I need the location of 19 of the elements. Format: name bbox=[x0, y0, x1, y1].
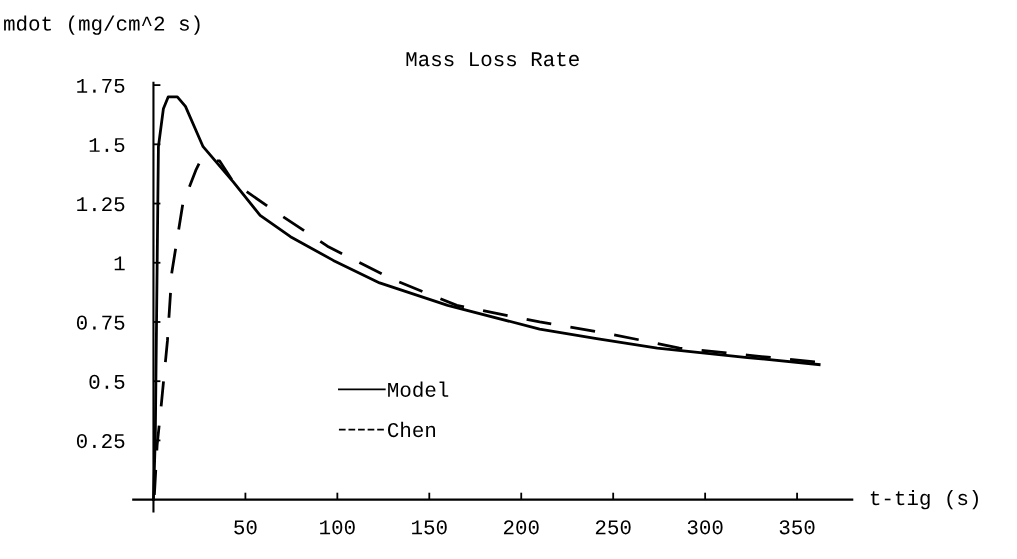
y-tick-label: 1.75 bbox=[77, 78, 125, 93]
y-tick-label: 1 bbox=[114, 256, 125, 271]
x-tick-label: 350 bbox=[779, 520, 815, 535]
x-tick-label: 300 bbox=[687, 520, 723, 535]
x-tick-label: 200 bbox=[503, 520, 539, 535]
x-tick-label: 250 bbox=[595, 520, 631, 535]
x-axis-title: t-tig (s) bbox=[870, 489, 978, 510]
legend-label: Chen bbox=[387, 421, 436, 438]
y-tick-label: 0.75 bbox=[76, 315, 125, 330]
y-tick-label: 1.5 bbox=[89, 138, 125, 153]
y-tick-label: 0.25 bbox=[76, 434, 125, 449]
x-tick-label: 50 bbox=[234, 520, 257, 535]
x-tick-label: 100 bbox=[320, 520, 355, 535]
y-tick-label: 0.5 bbox=[89, 374, 125, 389]
x-tick-label: 150 bbox=[412, 520, 447, 535]
chart-title: Mass Loss Rate bbox=[406, 52, 579, 67]
legend-label: Model bbox=[388, 381, 449, 397]
y-axis-title: mdot (mg/cm^2 s) bbox=[4, 15, 200, 35]
y-tick-label: 1.25 bbox=[77, 197, 125, 212]
